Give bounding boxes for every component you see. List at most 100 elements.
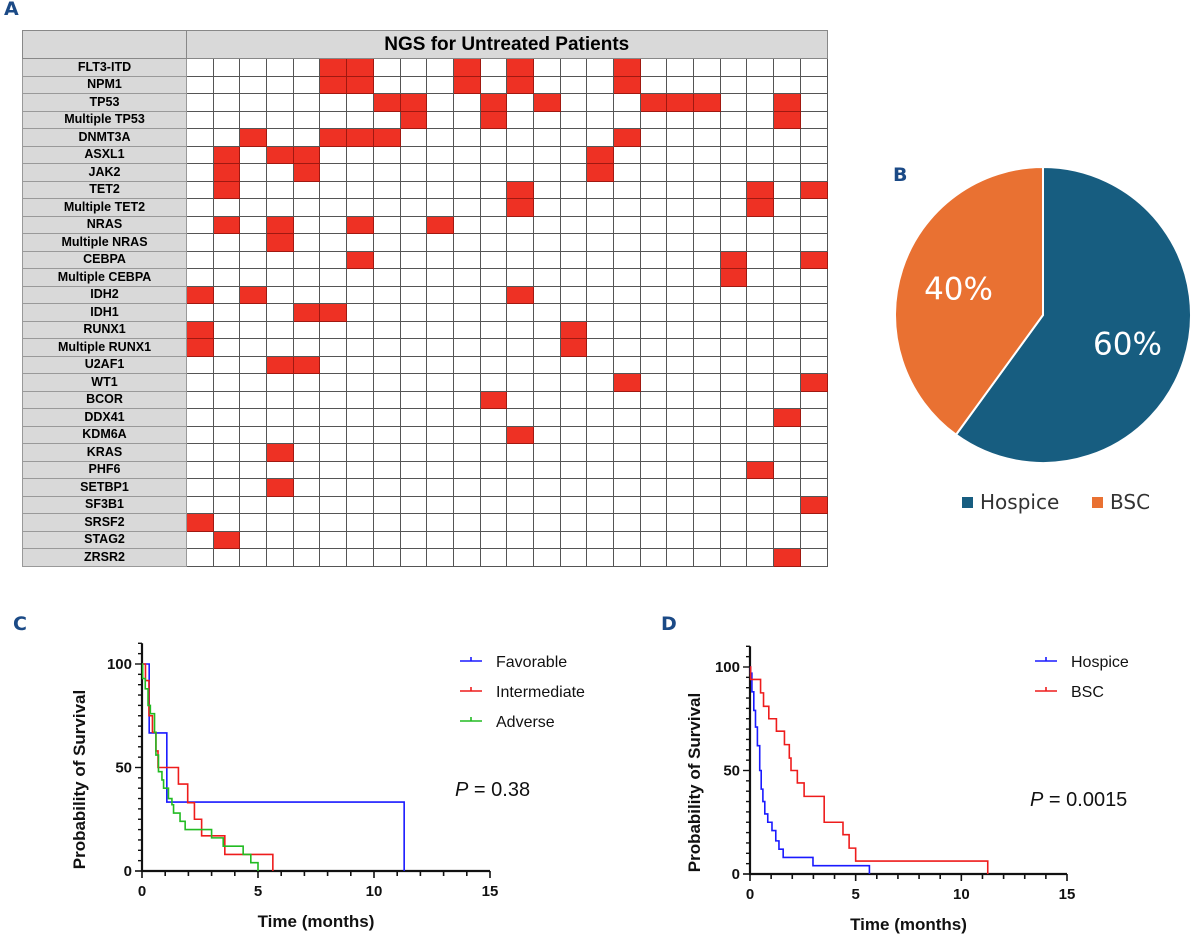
mutation-cell-absent	[586, 75, 614, 94]
mutation-cell-absent	[693, 355, 721, 374]
mutation-cell-absent	[586, 425, 614, 444]
mutation-cell-absent	[719, 478, 748, 497]
gene-label: TET2	[22, 180, 187, 199]
mutation-cell-absent	[292, 320, 321, 339]
mutation-cell-absent	[452, 408, 481, 427]
mutation-cell-absent	[799, 233, 828, 252]
mutation-cell-absent	[372, 320, 401, 339]
mutation-cell-absent	[452, 320, 481, 339]
mutation-cell-absent	[532, 303, 561, 322]
mutation-cell-present	[212, 530, 241, 549]
mutation-cell-absent	[773, 268, 801, 287]
mutation-cell-absent	[292, 128, 321, 147]
mutation-cell-absent	[426, 408, 454, 427]
mutation-cell-absent	[693, 128, 721, 147]
mutation-cell-present	[186, 320, 214, 339]
mutation-cell-absent	[666, 548, 695, 567]
mutation-cell-absent	[372, 495, 401, 514]
gene-row: ASXL1	[22, 145, 828, 164]
mutation-cell-absent	[479, 128, 508, 147]
mutation-cell-absent	[346, 110, 374, 129]
mutation-cell-absent	[426, 285, 454, 304]
mutation-cell-absent	[506, 250, 534, 269]
mutation-cell-absent	[693, 478, 721, 497]
mutation-cell-present	[266, 215, 294, 234]
mutation-cell-absent	[586, 530, 614, 549]
mutation-cell-absent	[639, 478, 668, 497]
mutation-cell-absent	[532, 75, 561, 94]
mutation-cell-absent	[186, 355, 214, 374]
mutation-cell-absent	[559, 215, 588, 234]
mutation-cell-absent	[186, 128, 214, 147]
mutation-cell-absent	[452, 373, 481, 392]
mutation-cell-present	[506, 198, 534, 217]
y-tick-label: 100	[715, 659, 740, 676]
mutation-cell-absent	[586, 408, 614, 427]
mutation-cell-absent	[532, 198, 561, 217]
mutation-cell-absent	[399, 233, 428, 252]
mutation-cell-present	[799, 495, 828, 514]
mutation-cell-absent	[506, 215, 534, 234]
mutation-cell-absent	[773, 355, 801, 374]
legend-label-bsc: BSC	[1110, 490, 1151, 514]
mutation-cell-absent	[452, 110, 481, 129]
x-tick-label: 10	[366, 883, 383, 900]
mutation-cell-absent	[532, 233, 561, 252]
mutation-cell-absent	[239, 408, 268, 427]
panel-letter-c: C	[13, 613, 27, 635]
mutation-cell-absent	[292, 75, 321, 94]
mutation-cell-absent	[693, 285, 721, 304]
mutation-cell-absent	[212, 373, 241, 392]
mutation-cell-present	[372, 128, 401, 147]
mutation-cell-absent	[746, 303, 775, 322]
mutation-cell-absent	[666, 285, 695, 304]
mutation-cell-present	[372, 93, 401, 112]
mutation-cell-absent	[799, 145, 828, 164]
mutation-cell-absent	[773, 58, 801, 77]
mutation-cell-present	[399, 110, 428, 129]
mutation-cell-present	[319, 75, 348, 94]
mutation-cell-absent	[212, 513, 241, 532]
mutation-cell-absent	[186, 495, 214, 514]
mutation-cell-absent	[586, 110, 614, 129]
mutation-cell-absent	[479, 268, 508, 287]
gene-label: TP53	[22, 93, 187, 112]
mutation-cell-absent	[639, 373, 668, 392]
panel-letter-d: D	[661, 613, 677, 635]
mutation-cell-absent	[212, 250, 241, 269]
mutation-cell-absent	[506, 390, 534, 409]
mutation-cell-absent	[666, 373, 695, 392]
mutation-cell-absent	[773, 513, 801, 532]
mutation-cell-present	[479, 93, 508, 112]
gene-row: ZRSR2	[22, 548, 828, 567]
mutation-cell-absent	[292, 548, 321, 567]
mutation-cell-absent	[292, 93, 321, 112]
mutation-cell-absent	[613, 495, 641, 514]
mutation-cell-absent	[666, 128, 695, 147]
mutation-cell-absent	[292, 460, 321, 479]
mutation-cell-absent	[532, 390, 561, 409]
mutation-cell-present	[212, 215, 241, 234]
mutation-cell-absent	[666, 338, 695, 357]
mutation-cell-absent	[239, 320, 268, 339]
mutation-cell-absent	[746, 408, 775, 427]
mutation-cell-absent	[613, 163, 641, 182]
mutation-cell-absent	[346, 408, 374, 427]
mutation-cell-absent	[586, 513, 614, 532]
mutation-cell-absent	[586, 390, 614, 409]
mutation-cell-absent	[292, 215, 321, 234]
mutation-cell-absent	[399, 425, 428, 444]
mutation-cell-absent	[586, 285, 614, 304]
mutation-cell-absent	[719, 303, 748, 322]
mutation-cell-absent	[292, 198, 321, 217]
mutation-cell-absent	[586, 198, 614, 217]
mutation-cell-absent	[532, 250, 561, 269]
mutation-cell-absent	[292, 268, 321, 287]
mutation-cell-absent	[586, 373, 614, 392]
gene-row: Multiple TET2	[22, 198, 828, 217]
mutation-cell-absent	[479, 478, 508, 497]
mutation-cell-absent	[399, 75, 428, 94]
mutation-cell-absent	[666, 408, 695, 427]
mutation-cell-absent	[773, 75, 801, 94]
mutation-cell-absent	[452, 478, 481, 497]
